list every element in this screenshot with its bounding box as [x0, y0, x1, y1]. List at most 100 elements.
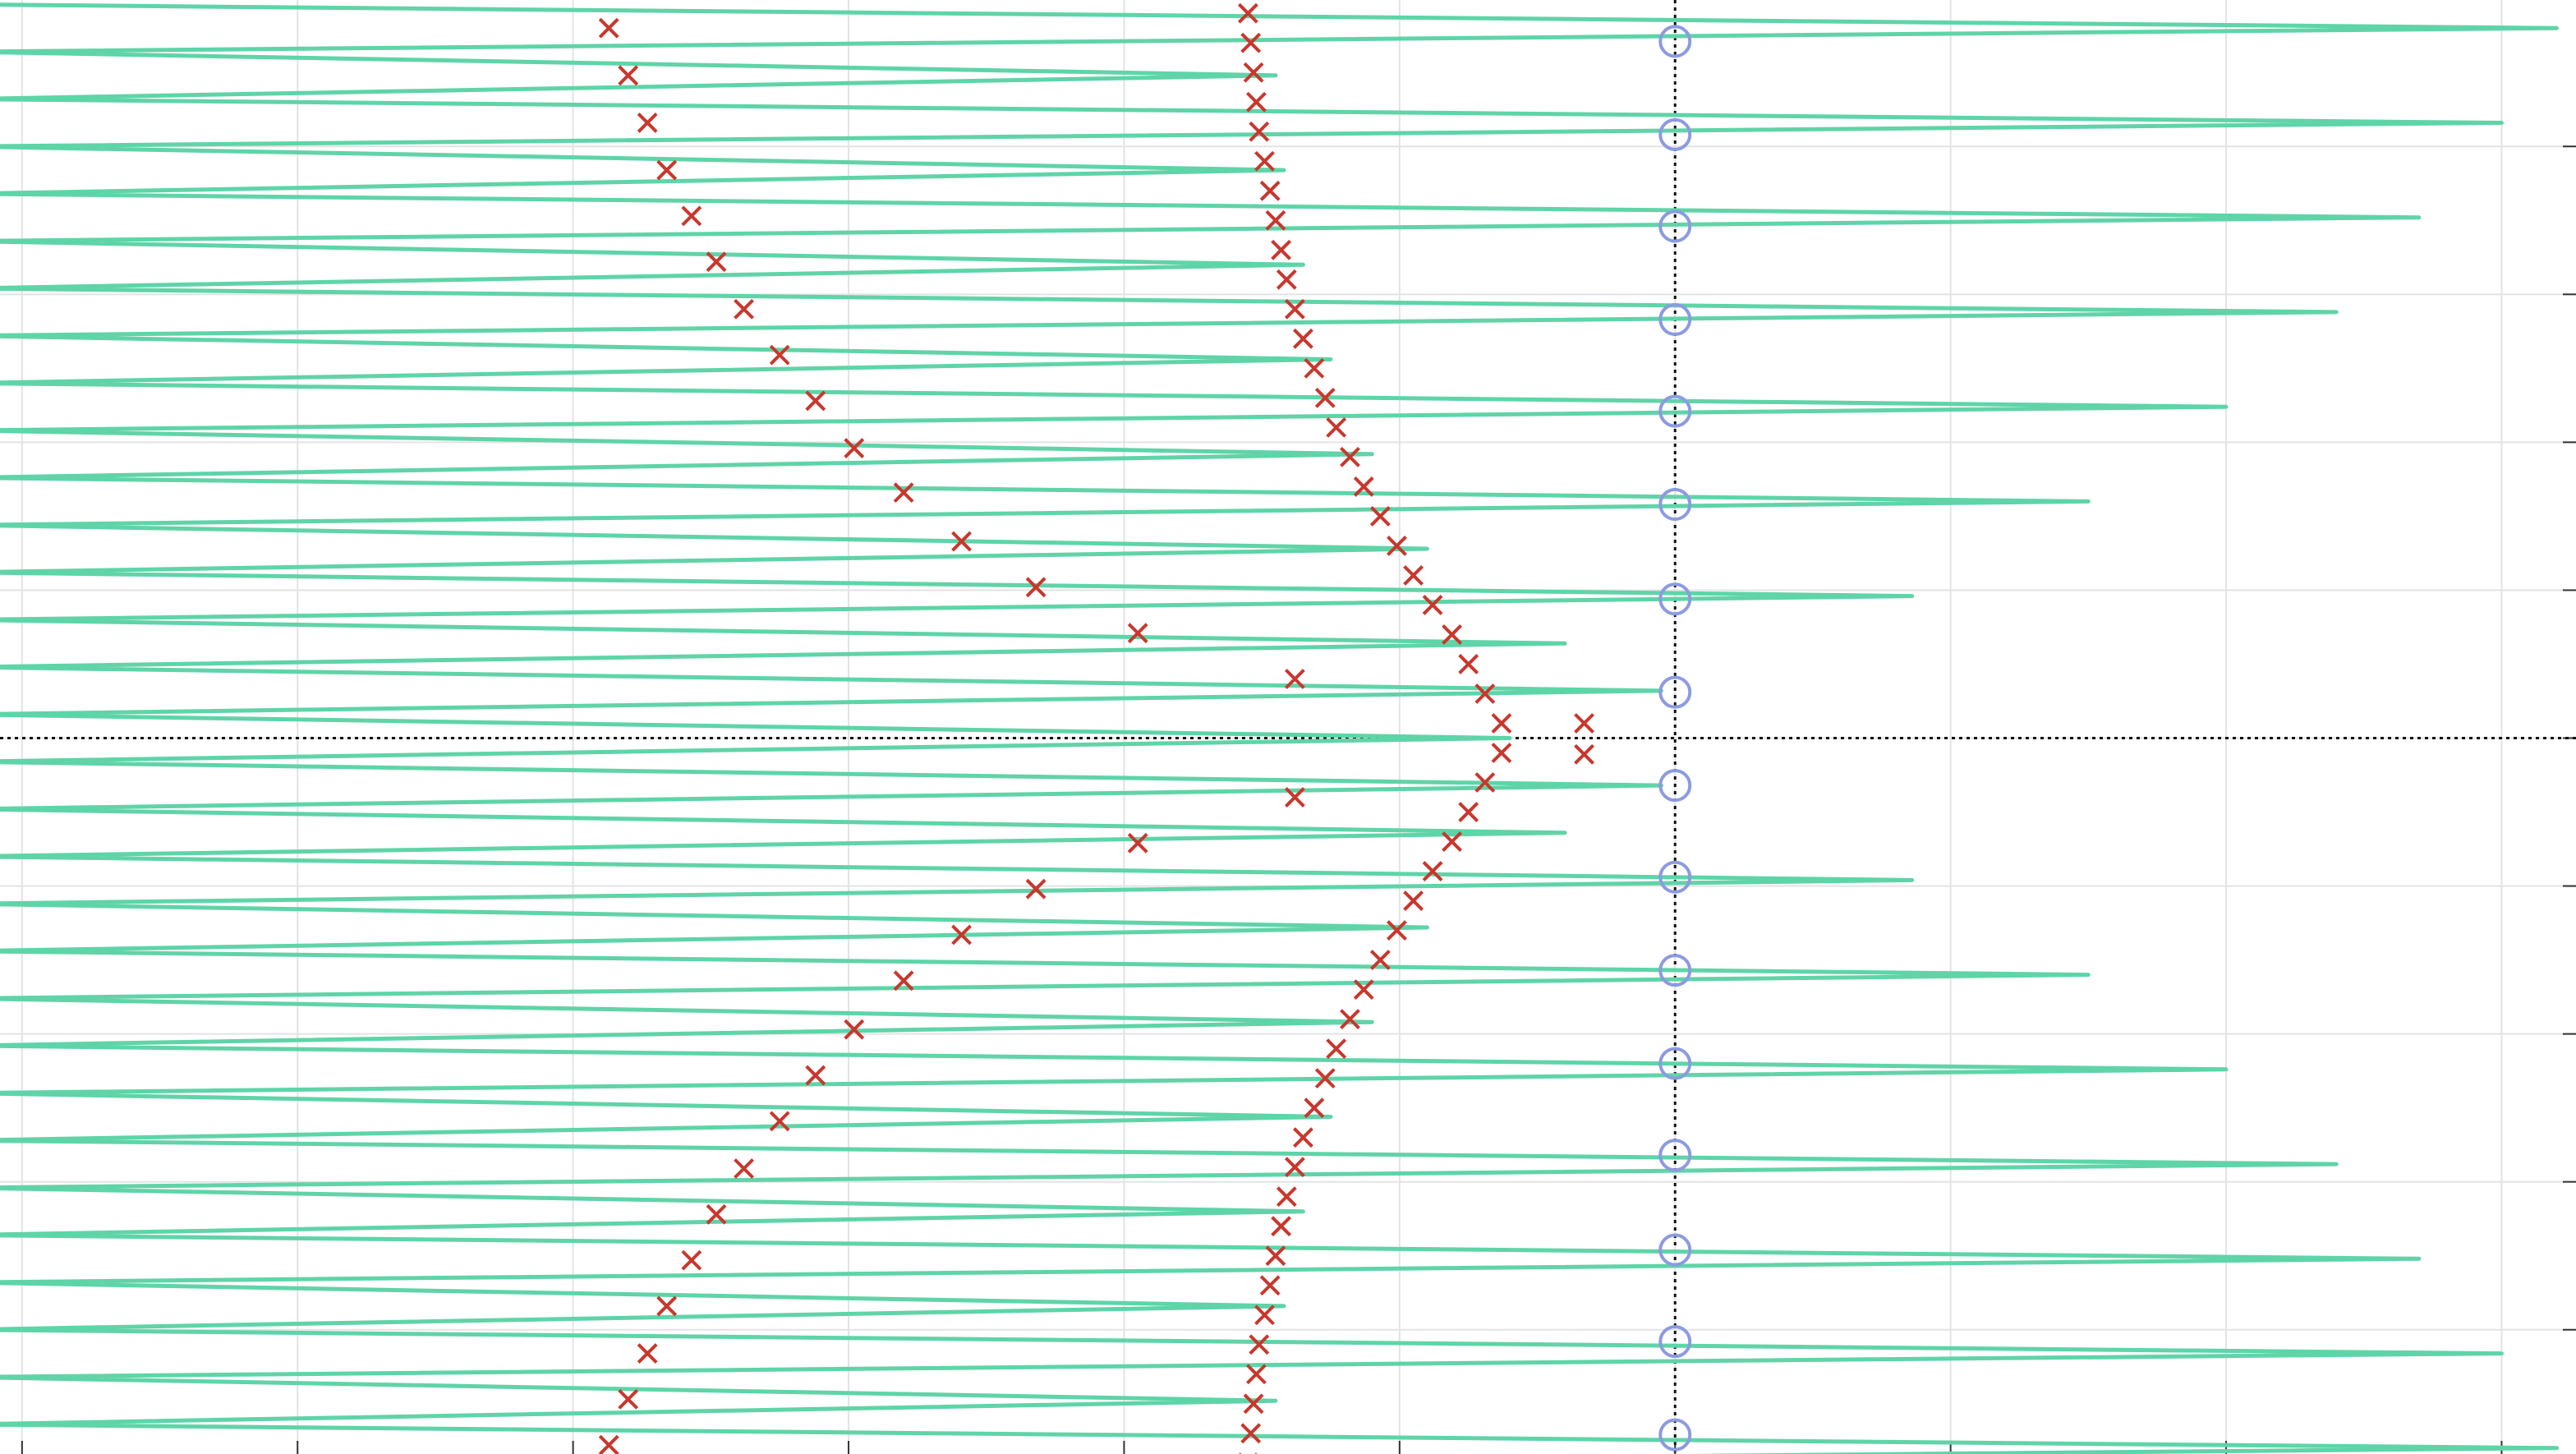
pole-marker: [1369, 950, 1391, 971]
pole-marker: [1284, 298, 1305, 320]
pole-marker: [656, 159, 678, 181]
pole-marker: [951, 924, 972, 946]
pole-marker: [1574, 713, 1594, 734]
pole-marker: [1314, 387, 1336, 408]
zero-marker: [1658, 954, 1692, 987]
pole-marker: [1353, 979, 1374, 1001]
pole-marker: [1284, 787, 1305, 808]
pole-marker: [618, 65, 639, 86]
pole-marker: [1237, 2, 1258, 24]
zero-marker: [1658, 117, 1692, 151]
pole-marker: [734, 298, 754, 320]
pole-marker: [1276, 1186, 1297, 1208]
pole-marker: [1304, 1097, 1325, 1119]
pole-marker: [1127, 832, 1148, 854]
pole-marker: [1387, 536, 1407, 556]
pole-marker: [618, 1388, 639, 1410]
pole-marker: [1254, 150, 1275, 172]
zero-marker: [1658, 209, 1692, 243]
pole-marker: [1127, 623, 1148, 644]
pole-marker: [1422, 861, 1443, 881]
pole-marker: [1265, 1245, 1286, 1267]
pole-marker: [598, 1434, 619, 1454]
zero-marker: [1658, 1139, 1692, 1172]
pole-marker: [893, 970, 914, 992]
pole-marker: [1574, 743, 1594, 765]
pole-marker: [1403, 565, 1424, 586]
pole-marker: [1442, 831, 1462, 852]
pole-marker: [681, 1249, 702, 1271]
pole-marker: [1458, 654, 1479, 674]
pole-marker: [844, 438, 865, 458]
zero-marker: [1658, 488, 1692, 522]
pole-marker: [1340, 1009, 1360, 1030]
pole-marker: [1491, 713, 1512, 734]
pole-marker: [706, 1203, 727, 1225]
pole-marker: [1442, 624, 1462, 645]
zero-marker: [1658, 860, 1692, 894]
pole-marker: [1353, 476, 1374, 497]
zero-marker: [1658, 675, 1692, 709]
zero-marker: [1658, 582, 1692, 616]
pole-marker: [1025, 577, 1046, 598]
pole-marker: [1259, 180, 1281, 201]
pole-marker: [951, 531, 972, 552]
pole-marker: [1025, 878, 1046, 900]
pole-marker: [1246, 1364, 1267, 1385]
pole-marker: [1369, 505, 1391, 527]
pole-marker: [1246, 91, 1267, 113]
pole-marker: [1243, 1393, 1264, 1415]
pole-marker: [706, 251, 727, 273]
pole-marker: [1265, 209, 1286, 231]
pole-marker: [1474, 683, 1496, 704]
pole-marker: [598, 17, 619, 39]
zero-marker: [1658, 394, 1692, 428]
pole-marker: [805, 1065, 826, 1086]
pole-marker: [637, 1343, 658, 1364]
pole-marker: [1474, 772, 1496, 793]
pole-marker: [1240, 32, 1262, 53]
pole-marker: [1293, 328, 1313, 349]
zero-marker: [1658, 1233, 1692, 1267]
zero-marker: [1658, 1325, 1692, 1359]
pole-marker: [1271, 239, 1292, 260]
pole-marker: [769, 344, 790, 366]
pole-marker: [1284, 669, 1305, 689]
pole-marker: [1314, 1068, 1336, 1089]
pole-marker: [1276, 269, 1297, 290]
pole-marker: [1403, 890, 1424, 911]
pole-marker: [1240, 1423, 1262, 1444]
pole-marker: [1284, 1157, 1305, 1178]
pole-marker: [769, 1111, 790, 1132]
zero-marker: [1658, 769, 1692, 803]
pole-marker: [1293, 1127, 1313, 1148]
pole-marker: [656, 1295, 678, 1317]
pole-marker: [637, 113, 658, 133]
pole-marker: [1387, 920, 1407, 941]
pole-marker: [1326, 1038, 1347, 1060]
zero-marker: [1658, 25, 1692, 58]
pole-marker: [1249, 1334, 1270, 1355]
pole-marker: [1422, 595, 1443, 615]
pole-marker: [1249, 121, 1270, 142]
pole-marker: [1340, 446, 1360, 467]
zero-marker: [1658, 302, 1692, 336]
zero-marker: [1658, 1047, 1692, 1080]
pole-marker: [1304, 357, 1325, 379]
pole-marker: [1271, 1216, 1292, 1237]
pole-marker: [1259, 1275, 1281, 1296]
pole-marker: [1243, 62, 1264, 83]
pole-marker: [844, 1019, 865, 1040]
pole-marker: [805, 390, 826, 412]
pole-marker: [1491, 743, 1512, 763]
pole-marker: [681, 205, 702, 227]
pole-marker: [1458, 802, 1479, 822]
zero-marker: [1658, 1418, 1692, 1452]
pole-marker: [1326, 416, 1347, 438]
pole-marker: [893, 482, 914, 504]
pole-marker: [734, 1158, 754, 1179]
